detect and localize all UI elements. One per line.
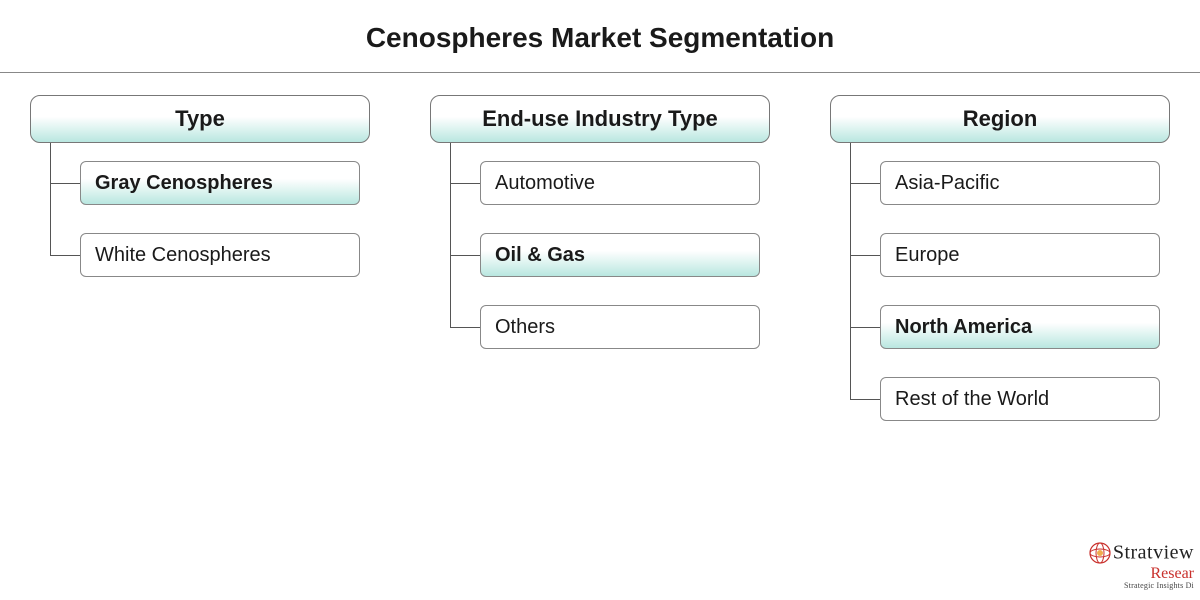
segment-item: Asia-Pacific xyxy=(880,161,1160,205)
connector-hline xyxy=(850,399,880,400)
connector-hline xyxy=(450,327,480,328)
logo-sub-text: Resear xyxy=(1089,566,1194,582)
column-header: Type xyxy=(30,95,370,143)
columns-container: Type Gray Cenospheres White Cenospheres End… xyxy=(0,73,1200,449)
item-wrap: Oil & Gas xyxy=(480,233,770,277)
column-header: Region xyxy=(830,95,1170,143)
connector-vline xyxy=(850,143,851,399)
connector-vline xyxy=(50,143,51,255)
items-list: Automotive Oil & Gas Others xyxy=(480,143,770,349)
segment-item: Gray Cenospheres xyxy=(80,161,360,205)
connector-hline xyxy=(850,327,880,328)
brand-logo: Stratview Resear Strategic Insights Di xyxy=(1089,542,1194,590)
segment-item: White Cenospheres xyxy=(80,233,360,277)
item-wrap: Automotive xyxy=(480,161,770,205)
connector-hline xyxy=(850,255,880,256)
segment-item: North America xyxy=(880,305,1160,349)
items-list: Gray Cenospheres White Cenospheres xyxy=(80,143,370,277)
logo-tagline: Strategic Insights Di xyxy=(1089,582,1194,590)
column-0: Type Gray Cenospheres White Cenospheres xyxy=(30,95,370,449)
item-wrap: Rest of the World xyxy=(880,377,1170,421)
item-wrap: Others xyxy=(480,305,770,349)
items-list: Asia-Pacific Europe North America Rest of t… xyxy=(880,143,1170,421)
connector-hline xyxy=(50,255,80,256)
segment-item: Rest of the World xyxy=(880,377,1160,421)
column-1: End-use Industry Type Automotive Oil & Gas… xyxy=(430,95,770,449)
item-wrap: Europe xyxy=(880,233,1170,277)
connector-hline xyxy=(50,183,80,184)
segment-item: Europe xyxy=(880,233,1160,277)
segment-item: Automotive xyxy=(480,161,760,205)
item-wrap: Gray Cenospheres xyxy=(80,161,370,205)
segment-item: Oil & Gas xyxy=(480,233,760,277)
item-wrap: North America xyxy=(880,305,1170,349)
page-title: Cenospheres Market Segmentation xyxy=(0,0,1200,72)
globe-icon xyxy=(1089,542,1111,568)
item-wrap: Asia-Pacific xyxy=(880,161,1170,205)
column-2: Region Asia-Pacific Europe North America Res… xyxy=(830,95,1170,449)
column-header: End-use Industry Type xyxy=(430,95,770,143)
connector-vline xyxy=(450,143,451,327)
item-wrap: White Cenospheres xyxy=(80,233,370,277)
connector-hline xyxy=(450,255,480,256)
connector-hline xyxy=(450,183,480,184)
logo-top-text: Stratview xyxy=(1113,542,1194,564)
connector-hline xyxy=(850,183,880,184)
segment-item: Others xyxy=(480,305,760,349)
